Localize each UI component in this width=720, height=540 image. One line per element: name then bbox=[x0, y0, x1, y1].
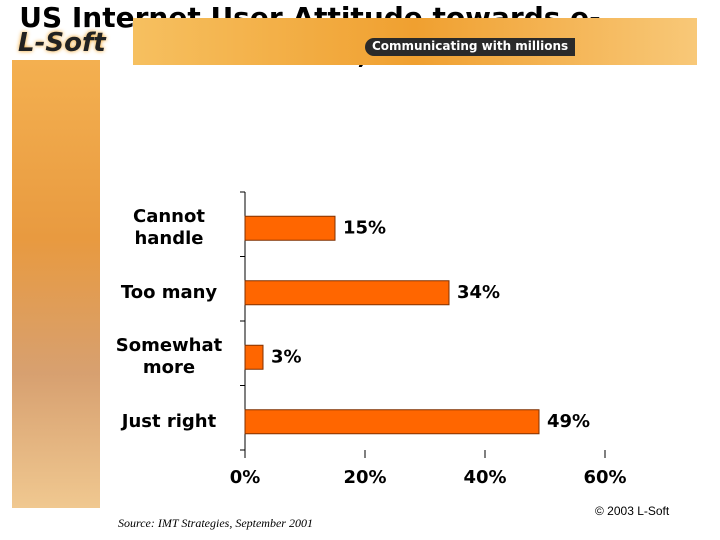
logo: L-Soft bbox=[18, 28, 106, 58]
bar bbox=[244, 280, 450, 306]
copyright: © 2003 L-Soft bbox=[595, 504, 670, 518]
category-label: Just right bbox=[121, 410, 217, 432]
x-tick-label: 20% bbox=[343, 467, 386, 488]
value-label: 49% bbox=[547, 411, 590, 432]
category-label: Cannot handle bbox=[133, 206, 205, 250]
x-tick-label: 60% bbox=[583, 467, 626, 488]
value-label: 15% bbox=[343, 217, 386, 238]
x-tick-label: 40% bbox=[463, 467, 506, 488]
tagline-band bbox=[365, 38, 575, 56]
category-label: Too many bbox=[120, 281, 218, 303]
x-tick-label: 0% bbox=[230, 467, 261, 488]
bar bbox=[244, 409, 540, 435]
photo-strip bbox=[12, 60, 100, 508]
tagline: Communicating with millions bbox=[372, 39, 569, 53]
value-label: 34% bbox=[457, 282, 500, 303]
value-label: 3% bbox=[271, 346, 302, 367]
category-label: Somewhat more bbox=[115, 335, 223, 379]
bar bbox=[244, 344, 264, 370]
bar bbox=[244, 215, 336, 241]
source: Source: IMT Strategies, September 2001 bbox=[118, 516, 313, 530]
